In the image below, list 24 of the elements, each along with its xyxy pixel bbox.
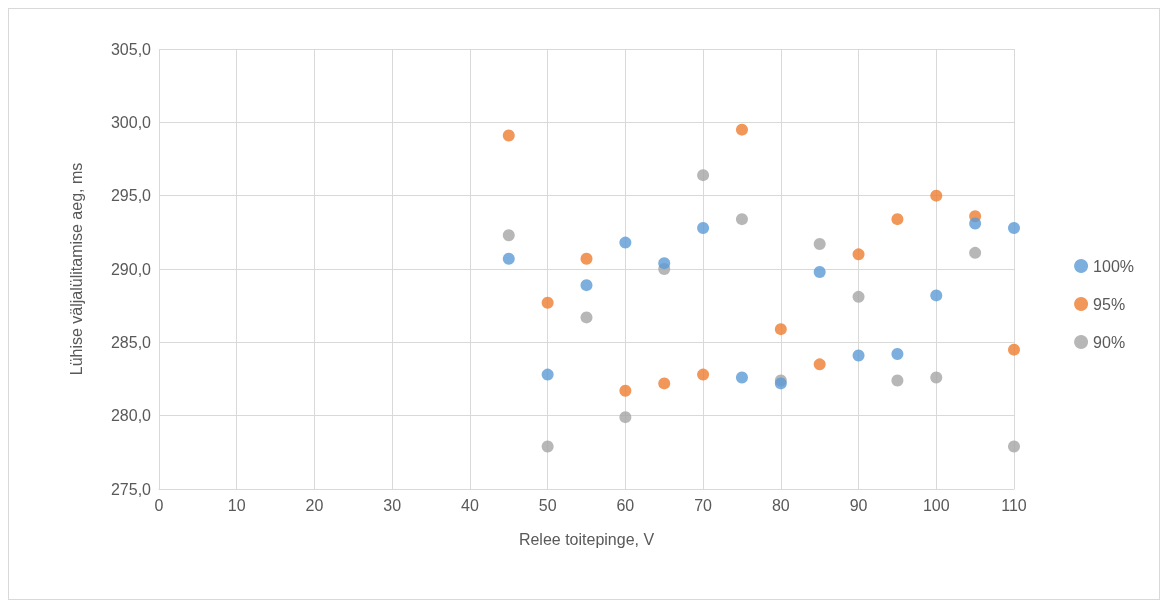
x-tick-label: 10: [227, 496, 246, 514]
x-tick-label: 110: [1001, 496, 1027, 514]
x-tick-label: 30: [383, 496, 402, 514]
x-tick-label: 20: [305, 496, 324, 514]
x-tick-label: 100: [922, 496, 950, 514]
x-tick-label: 0: [154, 496, 164, 514]
y-tick-label: 300,0: [110, 113, 152, 131]
legend-label: 100%: [1093, 257, 1134, 275]
legend-label: 95%: [1093, 295, 1126, 313]
x-tick-label: 40: [461, 496, 479, 514]
y-tick-label: 295,0: [110, 187, 152, 205]
x-tick-label: 90: [849, 496, 868, 514]
y-tick-label: 275,0: [110, 480, 152, 498]
x-tick-label: 80: [771, 496, 790, 514]
x-tick-label: 70: [694, 496, 713, 514]
legend-label: 90%: [1093, 333, 1126, 351]
y-tick-label: 305,0: [110, 40, 152, 58]
x-tick-label: 60: [616, 496, 635, 514]
y-tick-label: 285,0: [110, 333, 152, 351]
x-tick-label: 50: [538, 496, 557, 514]
y-tick-label: 280,0: [110, 407, 152, 425]
y-tick-label: 290,0: [110, 260, 152, 278]
y-axis-title: Lühise väljalülitamise aeg, ms: [67, 162, 85, 376]
x-axis-title: Relee toitepinge, V: [518, 530, 655, 548]
